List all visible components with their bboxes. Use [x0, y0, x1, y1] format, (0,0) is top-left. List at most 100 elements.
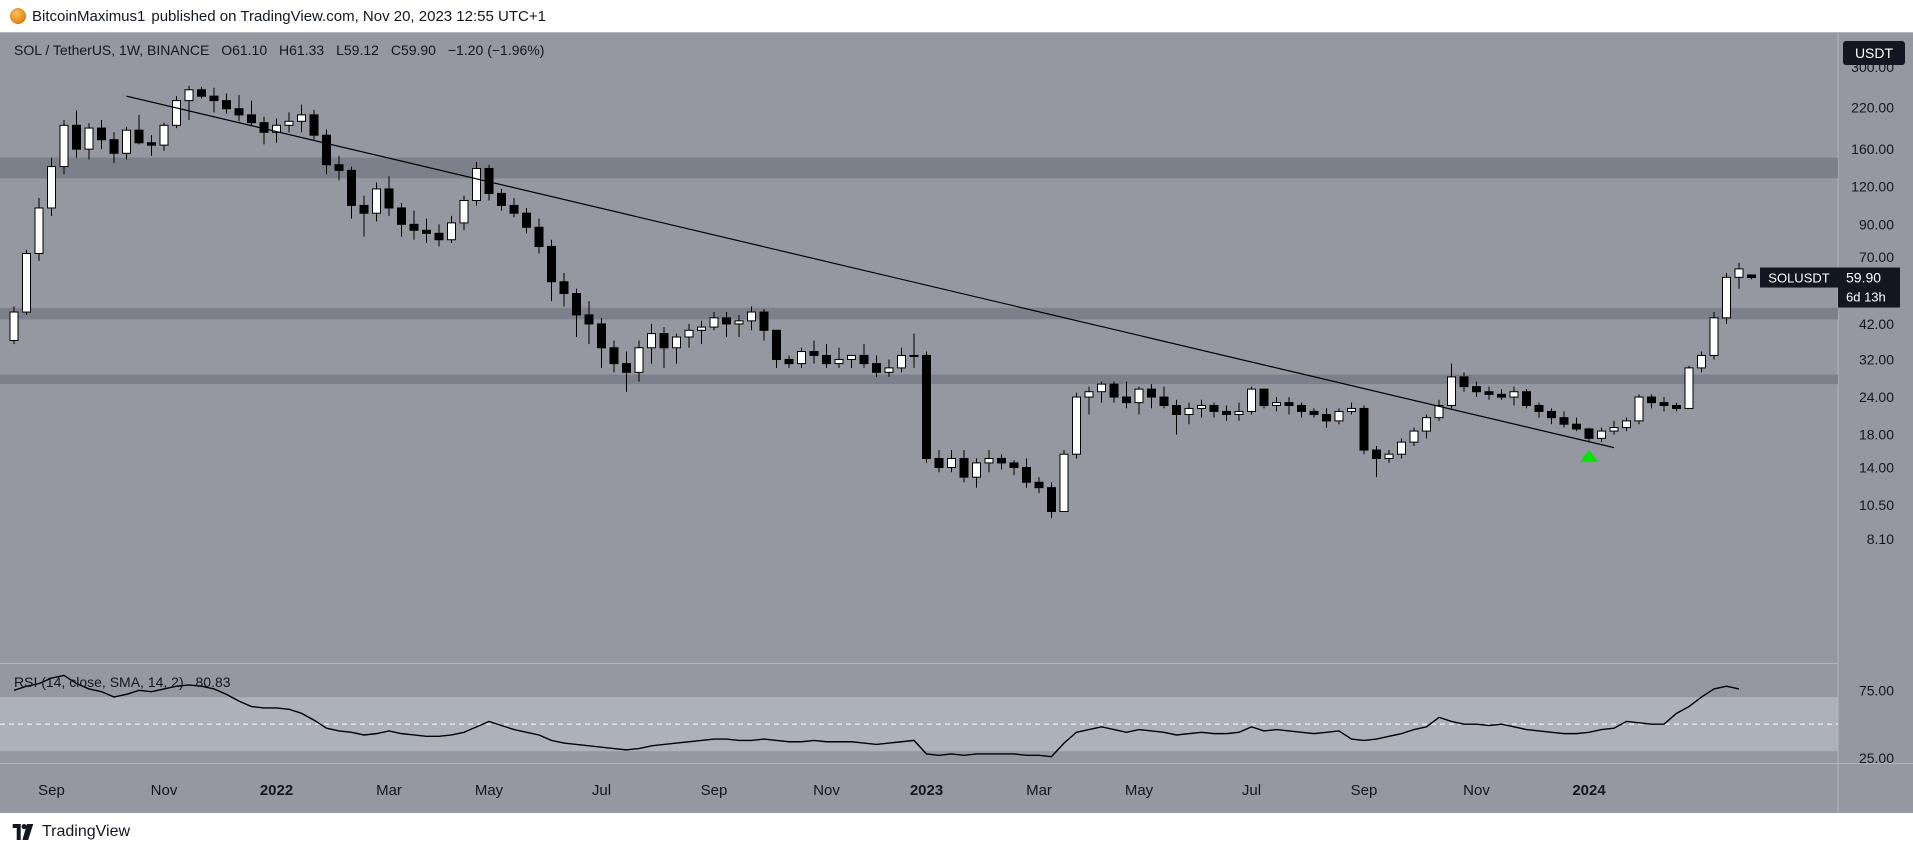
trendline-group[interactable] [126, 95, 1615, 449]
footer-bar: TradingView [0, 813, 1913, 851]
candle-body [1372, 449, 1381, 459]
candle-body [509, 204, 519, 214]
candle-body [297, 114, 306, 122]
candle-body [684, 329, 694, 338]
open-value: 61.10 [232, 42, 267, 58]
candle-body [934, 457, 944, 468]
candle-body [1347, 407, 1356, 412]
publisher-name[interactable]: BitcoinMaximus1 [32, 7, 146, 25]
candle-body [272, 124, 281, 133]
candle-body [559, 281, 569, 295]
candle-body [747, 311, 756, 322]
candle-body [347, 169, 356, 206]
candle-body [584, 314, 594, 325]
price-tick-label: 70.00 [1859, 249, 1894, 265]
support-resistance-zone [0, 307, 1838, 320]
candle-body [422, 229, 431, 234]
candle-body [172, 100, 181, 126]
candle-body [159, 124, 169, 146]
candle-body [834, 358, 844, 365]
candle-body [1747, 274, 1756, 279]
candle-body [447, 222, 456, 241]
tradingview-logo-icon[interactable] [10, 824, 36, 840]
candle-body [1647, 396, 1656, 404]
candle-body [59, 124, 69, 168]
candle-body [622, 363, 631, 373]
candle-body [534, 226, 544, 247]
price-axis-area[interactable] [1838, 33, 1913, 813]
candle-body [34, 207, 44, 254]
candle-body [672, 336, 681, 349]
candle-body [922, 354, 931, 459]
candle-body [1222, 410, 1231, 416]
price-tick-label: 90.00 [1859, 216, 1894, 232]
candle-body [959, 457, 969, 478]
chart-svg[interactable]: 300.00220.00160.00120.0090.0070.0042.003… [0, 33, 1913, 813]
published-text: published on TradingView.com, Nov 20, 20… [151, 7, 546, 25]
candle-body [1209, 404, 1219, 412]
candle-body [97, 127, 106, 141]
price-tick-label: 18.00 [1859, 427, 1894, 443]
candle-body [9, 311, 19, 341]
candle-body [1122, 396, 1131, 404]
candle-body [797, 351, 806, 365]
time-axis-area[interactable] [0, 764, 1838, 813]
candle-body [334, 164, 344, 171]
currency-badge[interactable] [1843, 41, 1905, 65]
candle-body [309, 114, 319, 136]
time-tick-label: Nov [151, 782, 178, 799]
candle-body [322, 134, 331, 166]
last-price-badge[interactable]: SOLUSDT 59.90 6d 13h [1760, 267, 1900, 308]
candle-body [1609, 427, 1619, 432]
ohlc-legend[interactable]: SOL / TetherUS, 1W, BINANCE O61.10 H61.3… [14, 42, 544, 58]
rsi-legend[interactable]: RSI (14, close, SMA, 14, 2) 80.83 [14, 674, 231, 690]
low-label: L [336, 42, 344, 58]
change-value: −1.20 (−1.96%) [448, 42, 545, 58]
price-tick-label: 14.00 [1859, 459, 1894, 475]
candle-body [1509, 391, 1519, 398]
candle-body [1109, 383, 1119, 398]
footer-brand[interactable]: TradingView [42, 823, 131, 840]
chart-frame[interactable]: 300.00 220.00 160.00 120.00 90.00 70.00 42.00 3… [0, 32, 1913, 813]
time-tick-label: Nov [813, 782, 840, 799]
candle-body [459, 200, 469, 224]
time-tick-label: Sep [1351, 782, 1378, 799]
time-tick-label: Mar [376, 782, 402, 799]
horizontal-zones [0, 157, 1838, 385]
candle-body [884, 367, 894, 373]
candle-body [847, 354, 856, 360]
candle-body [222, 100, 231, 110]
price-pane-background[interactable] [0, 33, 1838, 663]
time-tick-label: 2023 [910, 782, 943, 799]
rsi-band-group [0, 697, 1838, 752]
candle-body [1359, 407, 1369, 451]
candle-body [1484, 391, 1494, 395]
candle-body [284, 120, 294, 126]
candle-body [384, 188, 394, 209]
candle-body [359, 204, 369, 214]
candle-body [1622, 420, 1631, 429]
candle-body [1234, 410, 1244, 416]
candle-body [1547, 410, 1556, 419]
candle-body [1422, 417, 1431, 432]
candle-body [1159, 396, 1169, 406]
candle-body [1409, 430, 1419, 443]
rsi-tick-label: 25.00 [1859, 750, 1894, 766]
candle-body [634, 347, 644, 373]
candle-body [759, 311, 769, 331]
candle-body [1522, 391, 1531, 406]
candle-body [897, 354, 906, 369]
candle-body [1434, 404, 1444, 419]
support-resistance-zone [0, 157, 1838, 179]
candle-body [209, 95, 219, 102]
candle-body [1072, 396, 1081, 455]
time-tick-label: 2022 [260, 782, 293, 799]
candle-body [497, 192, 506, 206]
candle-body [972, 462, 981, 478]
symbol-badge-text: SOLUSDT [1768, 271, 1829, 286]
candle-body [1497, 393, 1506, 398]
rsi-value: 80.83 [196, 674, 231, 690]
candle-body [997, 457, 1006, 464]
symbol-label: SOL / TetherUS, 1W, BINANCE [14, 42, 209, 58]
candle-body [809, 351, 819, 356]
